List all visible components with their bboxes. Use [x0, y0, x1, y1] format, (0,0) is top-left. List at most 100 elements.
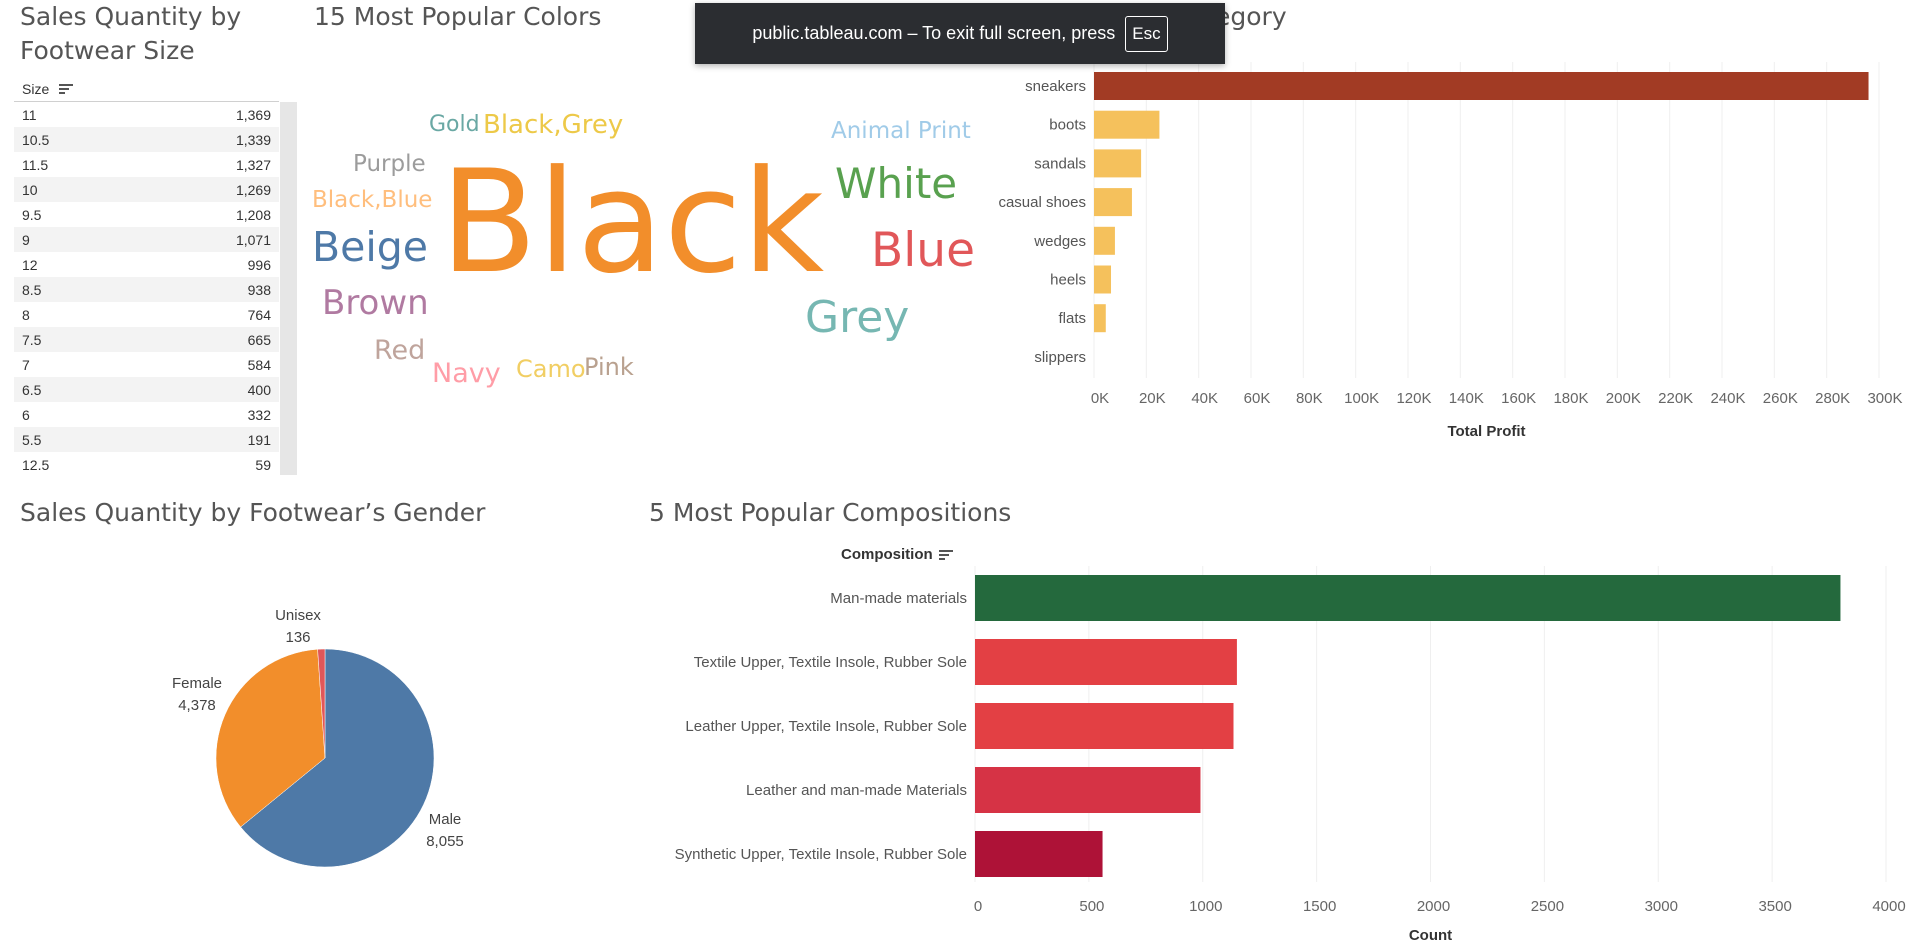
quantity-cell: 938 — [247, 281, 271, 298]
color-word[interactable]: Red — [374, 335, 426, 366]
color-word[interactable]: Beige — [312, 223, 428, 271]
tick-label: 220K — [1658, 390, 1693, 407]
color-word[interactable]: Blue — [871, 223, 976, 278]
pie-label-value: 8,055 — [426, 833, 464, 850]
color-word[interactable]: Gold — [429, 112, 480, 137]
color-word[interactable]: Camo — [516, 355, 586, 383]
bar[interactable] — [1094, 226, 1115, 255]
color-word[interactable]: Navy — [432, 358, 501, 389]
color-word[interactable]: Black,Blue — [312, 187, 433, 213]
bar[interactable] — [975, 831, 1103, 877]
tick-label: 3000 — [1645, 898, 1678, 915]
table-row[interactable]: 10 1,269 — [14, 177, 279, 202]
size-cell: 6.5 — [22, 381, 42, 398]
table-row[interactable]: 8 764 — [14, 302, 279, 327]
bar[interactable] — [975, 575, 1841, 621]
table-row[interactable]: 11.5 1,327 — [14, 152, 279, 177]
bar[interactable] — [975, 767, 1201, 813]
color-word[interactable]: White — [835, 159, 958, 208]
table-row[interactable]: 12.5 59 — [14, 452, 279, 477]
size-cell: 5.5 — [22, 431, 42, 448]
tick-label: 60K — [1244, 390, 1271, 407]
tick-label: 40K — [1191, 390, 1218, 407]
compositions-chart-title: 5 Most Popular Compositions — [649, 498, 1012, 527]
quantity-cell: 1,339 — [235, 131, 271, 148]
color-word[interactable]: Brown — [322, 283, 429, 323]
pie-slice-male[interactable] — [240, 648, 435, 868]
table-row[interactable]: 9.5 1,208 — [14, 202, 279, 227]
x-axis-title: Total Profit — [1447, 423, 1525, 440]
quantity-cell: 59 — [255, 456, 271, 473]
tick-label: 500 — [1079, 898, 1104, 915]
quantity-cell: 665 — [247, 331, 271, 348]
size-cell: 11.5 — [22, 156, 49, 173]
tick-label: 80K — [1296, 390, 1323, 407]
table-row[interactable]: 5.5 191 — [14, 427, 279, 452]
bar[interactable] — [1094, 188, 1132, 217]
fullscreen-banner: public.tableau.com – To exit full screen… — [695, 3, 1225, 64]
color-word[interactable]: Grey — [805, 292, 910, 343]
table-row[interactable]: 12 996 — [14, 252, 279, 277]
table-row[interactable]: 9 1,071 — [14, 227, 279, 252]
table-row[interactable]: 8.5 938 — [14, 277, 279, 302]
x-axis-title: Count — [1409, 927, 1452, 944]
quantity-cell: 996 — [247, 256, 271, 273]
table-row[interactable]: 6 332 — [14, 402, 279, 427]
bar[interactable] — [1094, 304, 1106, 333]
category-label: slippers — [1034, 349, 1086, 366]
quantity-cell: 584 — [247, 356, 271, 373]
table-row[interactable]: 6.5 400 — [14, 377, 279, 402]
table-row[interactable]: 7 584 — [14, 352, 279, 377]
pie-slice-female[interactable] — [215, 648, 326, 828]
table-row[interactable]: 7.5 665 — [14, 327, 279, 352]
tick-label: 1500 — [1303, 898, 1336, 915]
banner-text: public.tableau.com – To exit full screen… — [752, 23, 1116, 43]
size-cell: 9 — [22, 231, 30, 248]
esc-key[interactable]: Esc — [1125, 15, 1168, 52]
category-label: wedges — [1033, 233, 1086, 250]
quantity-cell: 764 — [247, 306, 271, 323]
size-column-header[interactable]: Size — [14, 76, 279, 102]
tick-label: 280K — [1815, 390, 1850, 407]
bar[interactable] — [1094, 110, 1160, 139]
tick-label: 3500 — [1758, 898, 1791, 915]
table-scrollbar[interactable] — [280, 102, 297, 475]
category-label: Leather and man-made Materials — [746, 782, 967, 799]
tick-label: 120K — [1396, 390, 1431, 407]
table-row[interactable]: 11 1,369 — [14, 102, 279, 127]
color-word[interactable]: Black,Grey — [483, 110, 624, 140]
sort-icon[interactable] — [59, 83, 74, 94]
bar[interactable] — [975, 639, 1237, 685]
table-row[interactable]: 10.5 1,339 — [14, 127, 279, 152]
color-word[interactable]: Animal Print — [831, 118, 971, 144]
bar[interactable] — [1094, 149, 1142, 178]
size-cell: 10.5 — [22, 131, 50, 148]
tick-label: 20K — [1139, 390, 1166, 407]
quantity-cell: 1,071 — [235, 231, 271, 248]
tick-label: 140K — [1449, 390, 1484, 407]
bar[interactable] — [1094, 72, 1869, 100]
composition-sort-icon[interactable] — [938, 549, 953, 560]
size-cell: 6 — [22, 406, 30, 423]
color-word[interactable]: Black — [440, 140, 825, 305]
pie-slice-unisex[interactable] — [317, 648, 326, 759]
category-label: boots — [1049, 117, 1086, 134]
quantity-cell: 1,369 — [235, 106, 271, 123]
category-label: casual shoes — [998, 194, 1086, 211]
pie-label-name: Female — [172, 675, 222, 692]
size-cell: 8.5 — [22, 281, 42, 298]
category-label: Synthetic Upper, Textile Insole, Rubber … — [675, 846, 967, 863]
bar[interactable] — [1094, 265, 1112, 294]
color-word[interactable]: Pink — [584, 353, 634, 381]
bar[interactable] — [975, 703, 1234, 749]
composition-axis-header[interactable]: Composition — [841, 546, 953, 563]
size-cell: 12.5 — [22, 456, 50, 473]
color-word[interactable]: Purple — [353, 151, 426, 177]
tick-label: 100K — [1344, 390, 1379, 407]
size-table-body: 11 1,369 10.5 1,339 11.5 1,327 10 1,269 9.5 1,208… — [14, 102, 297, 477]
pie-label-value: 136 — [285, 629, 310, 646]
quantity-cell: 332 — [247, 406, 271, 423]
quantity-cell: 1,327 — [235, 156, 271, 173]
